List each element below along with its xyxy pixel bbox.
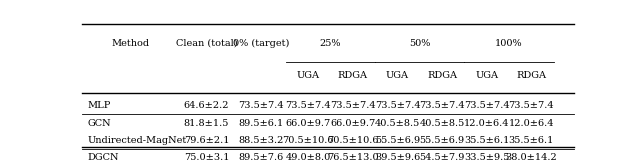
Text: UGA: UGA	[386, 71, 409, 80]
Text: 54.5±7.9: 54.5±7.9	[419, 153, 465, 162]
Text: RDGA: RDGA	[516, 71, 547, 80]
Text: 12.0±6.4: 12.0±6.4	[509, 118, 554, 128]
Text: 73.5±7.4: 73.5±7.4	[238, 101, 284, 110]
Text: 70.5±10.6: 70.5±10.6	[282, 136, 334, 145]
Text: 70.5±10.6: 70.5±10.6	[327, 136, 378, 145]
Text: Method: Method	[112, 39, 150, 48]
Text: 40.5±8.5: 40.5±8.5	[419, 118, 465, 128]
Text: 89.5±6.1: 89.5±6.1	[239, 118, 284, 128]
Text: DGCN: DGCN	[88, 153, 119, 162]
Text: 73.5±7.4: 73.5±7.4	[330, 101, 376, 110]
Text: 40.5±8.5: 40.5±8.5	[375, 118, 420, 128]
Text: 79.6±2.1: 79.6±2.1	[184, 136, 229, 145]
Text: UGA: UGA	[297, 71, 319, 80]
Text: 73.5±7.4: 73.5±7.4	[374, 101, 420, 110]
Text: 73.5±7.4: 73.5±7.4	[285, 101, 331, 110]
Text: GCN: GCN	[88, 118, 111, 128]
Text: 39.5±9.6: 39.5±9.6	[375, 153, 420, 162]
Text: 50%: 50%	[409, 39, 431, 48]
Text: MLP: MLP	[88, 101, 111, 110]
Text: 76.5±13.0: 76.5±13.0	[327, 153, 379, 162]
Text: 81.8±1.5: 81.8±1.5	[184, 118, 229, 128]
Text: 73.5±7.4: 73.5±7.4	[509, 101, 554, 110]
Text: 88.5±3.2: 88.5±3.2	[238, 136, 284, 145]
Text: 66.0±9.7: 66.0±9.7	[330, 118, 376, 128]
Text: 49.0±8.0: 49.0±8.0	[285, 153, 331, 162]
Text: 89.5±7.6: 89.5±7.6	[239, 153, 284, 162]
Text: 25%: 25%	[320, 39, 341, 48]
Text: 75.0±3.1: 75.0±3.1	[184, 153, 229, 162]
Text: 73.5±7.4: 73.5±7.4	[464, 101, 509, 110]
Text: 38.0±14.2: 38.0±14.2	[506, 153, 557, 162]
Text: 33.5±9.5: 33.5±9.5	[464, 153, 509, 162]
Text: RDGA: RDGA	[338, 71, 368, 80]
Text: UGA: UGA	[476, 71, 498, 80]
Text: RDGA: RDGA	[427, 71, 457, 80]
Text: 64.6±2.2: 64.6±2.2	[184, 101, 229, 110]
Text: Undirected-MagNet: Undirected-MagNet	[88, 136, 187, 145]
Text: 35.5±6.1: 35.5±6.1	[509, 136, 554, 145]
Text: 73.5±7.4: 73.5±7.4	[419, 101, 465, 110]
Text: 100%: 100%	[495, 39, 523, 48]
Text: 55.5±6.9: 55.5±6.9	[419, 136, 465, 145]
Text: 55.5±6.9: 55.5±6.9	[375, 136, 420, 145]
Text: 66.0±9.7: 66.0±9.7	[285, 118, 331, 128]
Text: 12.0±6.4: 12.0±6.4	[464, 118, 509, 128]
Text: 35.5±6.1: 35.5±6.1	[464, 136, 509, 145]
Text: Clean (total): Clean (total)	[175, 39, 237, 48]
Text: 0% (target): 0% (target)	[233, 39, 289, 48]
